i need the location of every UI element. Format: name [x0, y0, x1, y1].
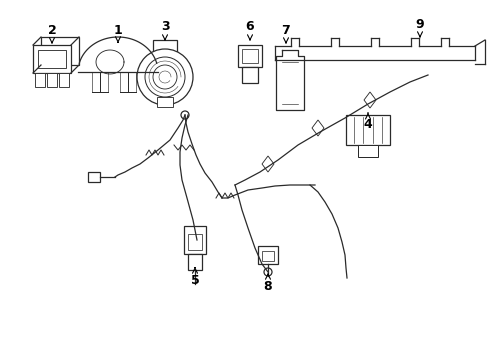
Circle shape: [137, 49, 193, 105]
Text: 9: 9: [415, 18, 424, 37]
Bar: [157, 97, 173, 107]
Bar: [33, 45, 71, 73]
Text: 7: 7: [281, 23, 290, 43]
Circle shape: [181, 111, 189, 119]
Bar: [153, 40, 177, 54]
Polygon shape: [363, 92, 375, 108]
Bar: [262, 251, 273, 261]
Bar: [242, 49, 258, 63]
Text: 5: 5: [190, 268, 199, 287]
Circle shape: [264, 268, 271, 276]
Polygon shape: [311, 120, 324, 136]
Bar: [258, 246, 278, 264]
Bar: [187, 234, 202, 250]
Bar: [41, 37, 79, 65]
Text: 8: 8: [263, 274, 272, 293]
Bar: [187, 254, 202, 270]
Bar: [183, 226, 205, 254]
Text: 4: 4: [363, 113, 372, 131]
Bar: [88, 172, 100, 182]
Text: 1: 1: [113, 23, 122, 42]
Polygon shape: [262, 156, 273, 172]
Bar: [357, 145, 377, 157]
Bar: [242, 67, 258, 83]
Bar: [346, 115, 389, 145]
Bar: [238, 45, 262, 67]
Bar: [38, 50, 66, 68]
Bar: [59, 73, 69, 87]
Text: 3: 3: [161, 21, 169, 40]
Circle shape: [153, 65, 177, 89]
Bar: [47, 73, 57, 87]
Bar: [35, 73, 45, 87]
Text: 2: 2: [47, 23, 56, 43]
Circle shape: [145, 57, 184, 97]
Text: 6: 6: [245, 21, 254, 40]
